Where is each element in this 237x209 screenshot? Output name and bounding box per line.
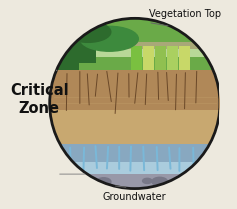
Bar — [63, 42, 207, 49]
Ellipse shape — [70, 179, 83, 186]
Ellipse shape — [80, 26, 138, 51]
Ellipse shape — [65, 22, 111, 42]
Bar — [50, 70, 220, 110]
Bar — [50, 44, 220, 57]
Bar — [178, 46, 190, 70]
Text: Critical
Zone: Critical Zone — [10, 83, 69, 116]
Bar — [50, 18, 220, 70]
Bar — [167, 46, 178, 70]
Ellipse shape — [178, 178, 191, 185]
Ellipse shape — [127, 177, 139, 184]
Bar — [155, 46, 166, 70]
Ellipse shape — [198, 178, 209, 184]
Ellipse shape — [85, 178, 93, 183]
Ellipse shape — [152, 177, 168, 186]
Bar — [50, 144, 220, 174]
Bar — [131, 46, 142, 70]
Text: Groundwater: Groundwater — [103, 192, 167, 202]
Ellipse shape — [171, 180, 182, 185]
Bar — [142, 46, 154, 70]
Bar — [50, 110, 220, 144]
Bar — [50, 174, 220, 189]
Bar — [50, 60, 79, 70]
Text: Vegetation Top: Vegetation Top — [149, 9, 221, 19]
Ellipse shape — [143, 178, 152, 184]
Bar — [50, 162, 220, 174]
Bar — [50, 30, 96, 63]
Ellipse shape — [96, 178, 111, 186]
